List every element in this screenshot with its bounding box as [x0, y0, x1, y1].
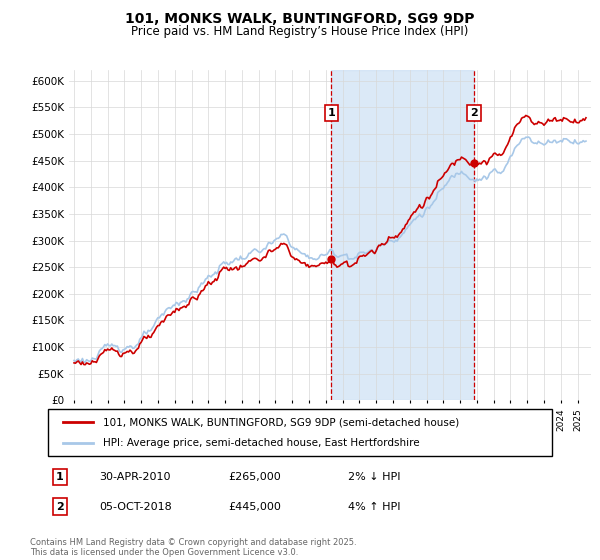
Text: HPI: Average price, semi-detached house, East Hertfordshire: HPI: Average price, semi-detached house,… [103, 438, 420, 448]
Text: 101, MONKS WALK, BUNTINGFORD, SG9 9DP (semi-detached house): 101, MONKS WALK, BUNTINGFORD, SG9 9DP (s… [103, 417, 460, 427]
Text: £445,000: £445,000 [228, 502, 281, 512]
Text: 05-OCT-2018: 05-OCT-2018 [99, 502, 172, 512]
Text: 2: 2 [470, 108, 478, 118]
Text: 1: 1 [56, 472, 64, 482]
FancyBboxPatch shape [48, 409, 552, 456]
Bar [331, 70, 474, 400]
Text: Price paid vs. HM Land Registry’s House Price Index (HPI): Price paid vs. HM Land Registry’s House … [131, 25, 469, 38]
Text: 101, MONKS WALK, BUNTINGFORD, SG9 9DP: 101, MONKS WALK, BUNTINGFORD, SG9 9DP [125, 12, 475, 26]
Text: Contains HM Land Registry data © Crown copyright and database right 2025.
This d: Contains HM Land Registry data © Crown c… [30, 538, 356, 557]
Text: 2% ↓ HPI: 2% ↓ HPI [348, 472, 401, 482]
Text: £265,000: £265,000 [228, 472, 281, 482]
Text: 1: 1 [328, 108, 335, 118]
Text: 30-APR-2010: 30-APR-2010 [99, 472, 170, 482]
Text: 2: 2 [56, 502, 64, 512]
Text: 4% ↑ HPI: 4% ↑ HPI [348, 502, 401, 512]
